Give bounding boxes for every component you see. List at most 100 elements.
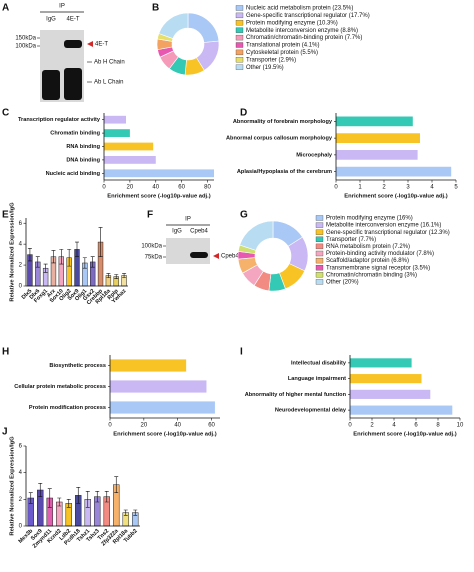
panel-label: H [2, 347, 9, 358]
error-bar [82, 257, 87, 269]
legend-label: Metabolite interconversion enzyme (8.8%) [246, 28, 358, 34]
category-label: RNA binding [66, 144, 100, 150]
x-tick-label: 8 [436, 423, 440, 429]
error-bar [67, 249, 72, 267]
category-label: Cellular protein metabolic process [14, 384, 106, 390]
legend-swatch [315, 222, 324, 228]
category-label: Neurodevelopmental delay [275, 408, 347, 414]
bar [104, 156, 156, 164]
bar [104, 115, 126, 124]
y-tick-label: 6 [19, 444, 23, 450]
panel-label: D [240, 108, 247, 119]
category-label: Transcription regulator activity [18, 117, 101, 123]
legend-label: Metabolite interconversion enzyme (16.1%… [326, 223, 441, 229]
bar [336, 150, 418, 160]
legend-swatch [235, 64, 244, 70]
x-tick-label: 6 [414, 423, 418, 429]
legend-label: Chromatin/chromatin-binding protein (7.7… [246, 35, 362, 41]
bar [350, 389, 431, 399]
blot-image [166, 238, 210, 264]
error-bar [75, 241, 79, 258]
error-bar [66, 499, 71, 508]
pie-slice [239, 220, 274, 251]
category-label: Aplasia/Hypoplasia of the cerebrum [237, 169, 332, 175]
category-label: Microcephaly [296, 152, 333, 158]
lane-label: IgG [46, 17, 56, 23]
bar [110, 401, 215, 414]
blot-band [190, 252, 208, 258]
bar [104, 142, 154, 151]
error-bar [27, 248, 32, 262]
panel-label: A [2, 3, 9, 14]
legend-swatch [315, 279, 324, 285]
category-label: Abnormal corpus callosum morphology [226, 136, 333, 142]
legend-label: Nucleic acid metabolism protein (23.5%) [246, 6, 353, 12]
legend-swatch [315, 229, 324, 235]
x-tick-label: 20 [127, 185, 134, 191]
marker-label: 75kDa [145, 255, 163, 261]
legend-swatch [315, 243, 324, 250]
bar [350, 374, 422, 384]
target-label: 4E-T [95, 42, 108, 48]
legend-label: Chromatin/chromatin binding (3%) [326, 272, 417, 278]
x-tick-label: 5 [454, 185, 458, 191]
error-bar [38, 483, 43, 497]
panel-label: E [2, 210, 9, 221]
y-tick-label: 4 [19, 242, 23, 248]
blot-band [42, 70, 60, 100]
y-axis-title: Relative Normalized Expression/IgG [10, 202, 16, 302]
error-bar [57, 497, 62, 507]
x-tick-label: 40 [152, 185, 159, 191]
x-tick-label: 0 [102, 185, 106, 191]
category-label: Nucleic acid binding [46, 171, 101, 177]
bar [350, 358, 412, 368]
blot-band [64, 40, 82, 48]
bar [336, 116, 413, 127]
error-bar [122, 273, 127, 278]
pie-slice [187, 12, 220, 43]
bar [104, 169, 214, 178]
band-label: Ab L Chain [94, 80, 123, 86]
panel-label: C [2, 108, 9, 119]
x-tick-label: 2 [382, 185, 386, 191]
legend-swatch [235, 5, 244, 11]
error-bar [106, 273, 111, 278]
ip-label: IP [185, 217, 191, 223]
y-tick-label: 0 [19, 284, 23, 290]
bar [336, 133, 420, 143]
error-bar [43, 263, 48, 273]
y-tick-label: 6 [19, 221, 23, 227]
lane-label: IgG [172, 229, 182, 235]
category-label: Protein modification process [29, 405, 106, 411]
legend-swatch [315, 215, 324, 221]
legend-swatch [315, 236, 324, 242]
legend-swatch [315, 272, 324, 278]
target-label: Cpeb4 [221, 254, 239, 260]
error-bar [47, 488, 52, 508]
x-tick-label: 80 [204, 185, 211, 191]
x-tick-label: 20 [141, 423, 148, 429]
lane-label: 4E-T [66, 17, 79, 23]
x-tick-label: 4 [430, 185, 434, 191]
legend-label: Transporter (2.9%) [246, 57, 296, 63]
error-bar [123, 509, 128, 516]
legend-swatch [235, 20, 244, 26]
error-bar [114, 476, 119, 493]
x-tick-label: 2 [370, 423, 374, 429]
category-label: Chromatin binding [50, 131, 100, 137]
bar [350, 405, 453, 415]
x-tick-label: 40 [174, 423, 181, 429]
error-bar [95, 491, 100, 503]
bar [110, 380, 207, 393]
error-bar [59, 249, 64, 265]
y-tick-label: 0 [19, 524, 23, 530]
legend-swatch [235, 27, 244, 33]
legend-label: Translational protein (4.1%) [246, 43, 319, 49]
y-tick-label: 2 [19, 497, 23, 503]
x-tick-label: 60 [208, 423, 215, 429]
x-axis-title: Enrichment score (-log10p-value adj.) [344, 194, 447, 200]
pie-slice [158, 12, 189, 39]
target-arrow [213, 253, 219, 259]
x-tick-label: 3 [406, 185, 410, 191]
